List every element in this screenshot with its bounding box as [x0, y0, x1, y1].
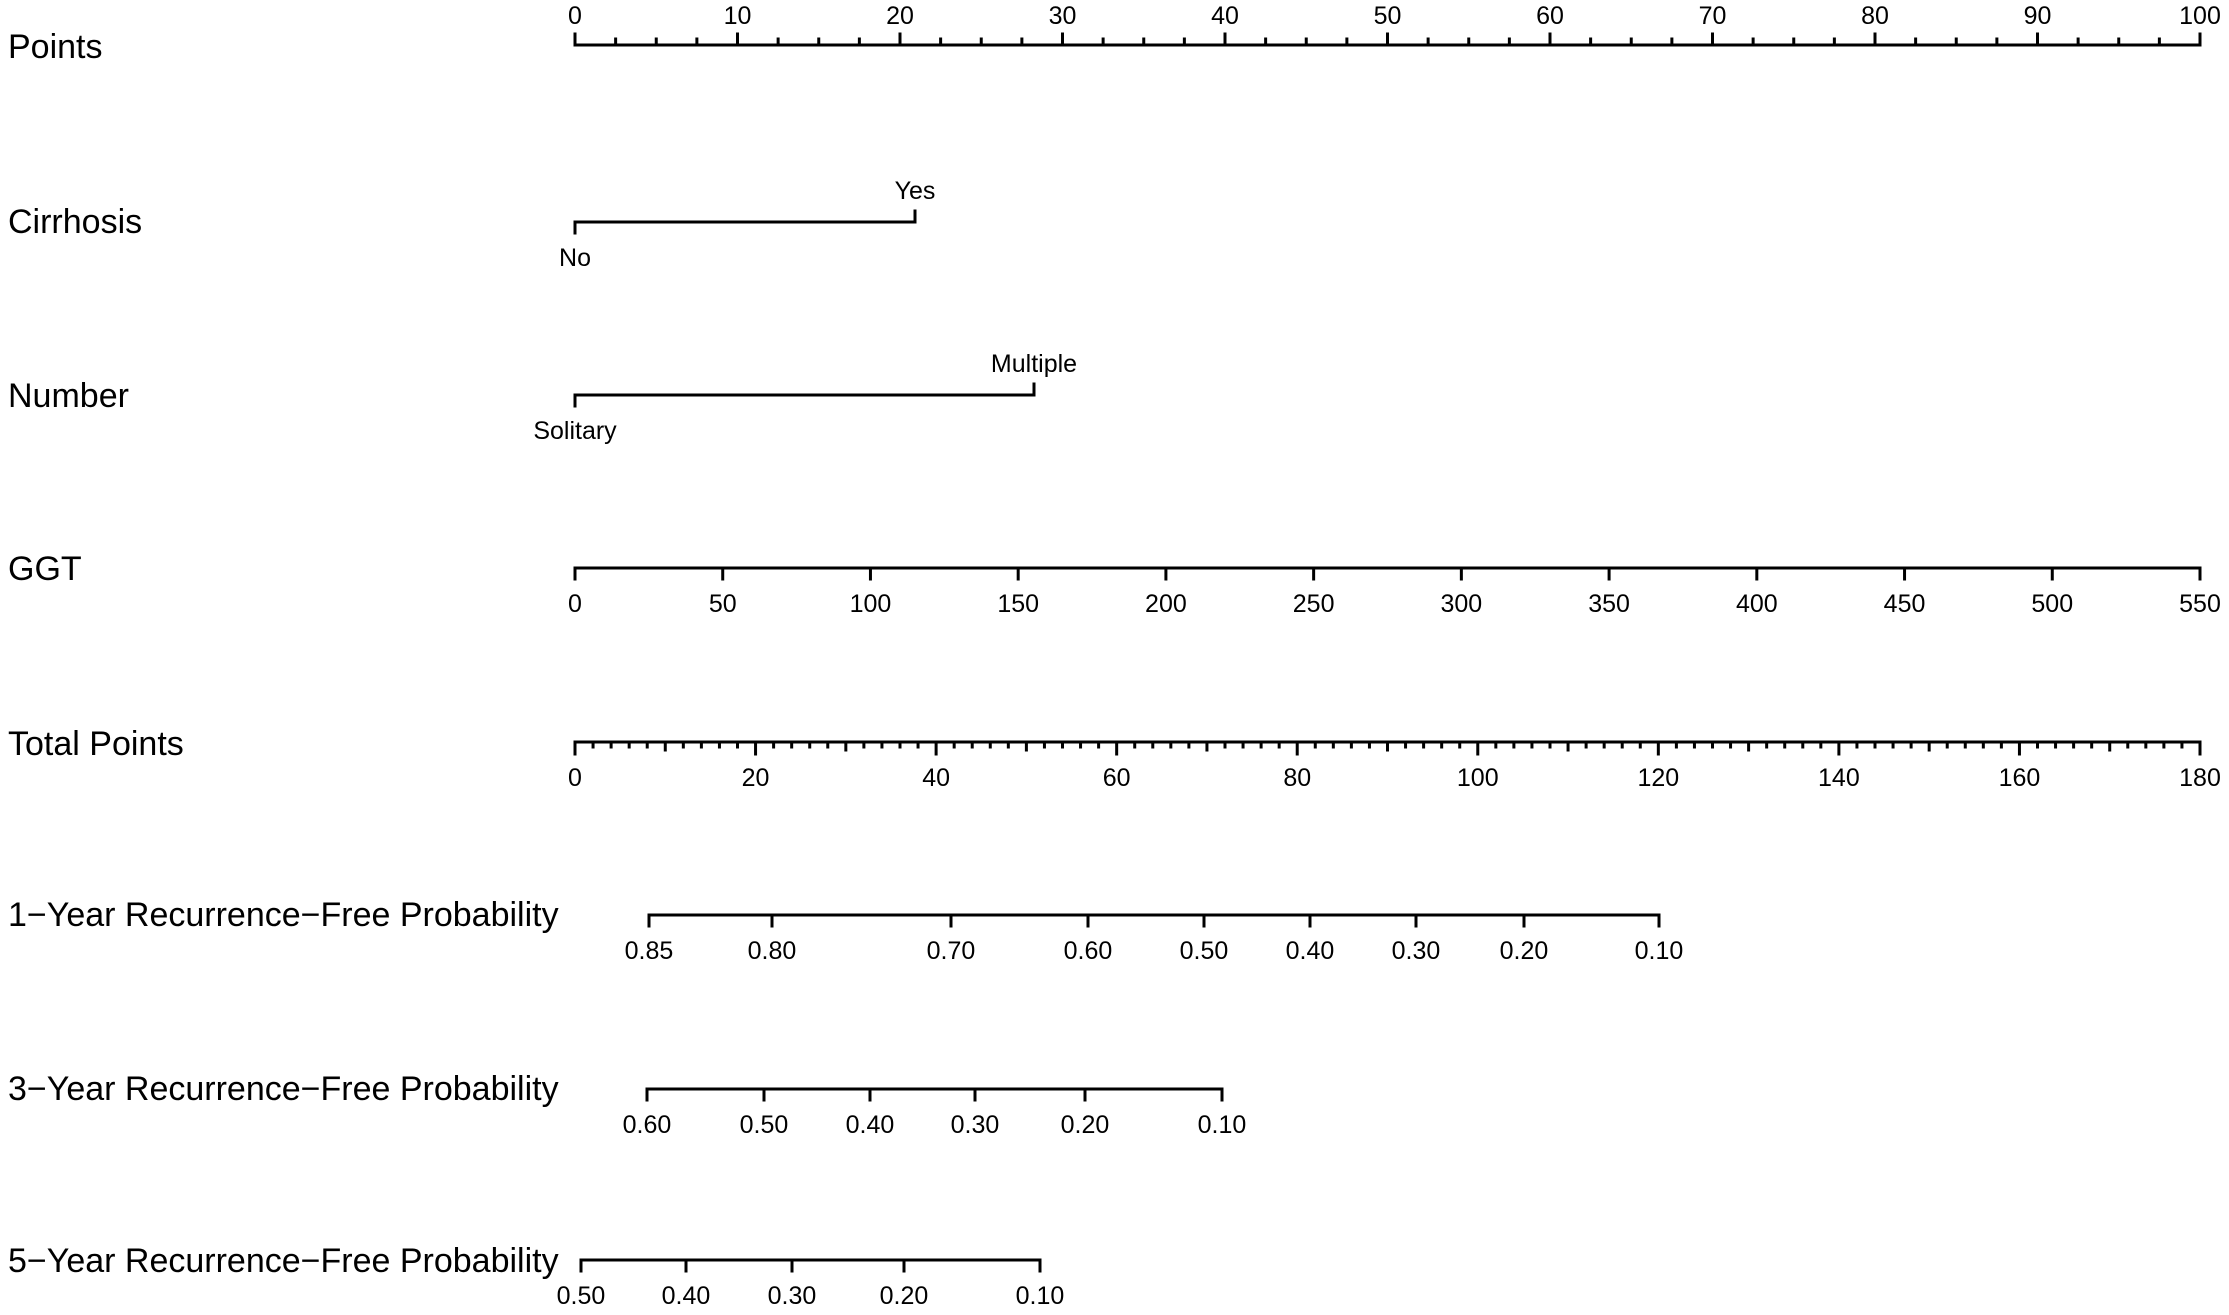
points-tick-label: 70 — [1699, 2, 1727, 30]
total-points-tick-label: 20 — [742, 764, 770, 792]
cirrhosis-end-label: Yes — [895, 177, 936, 205]
points-tick-label: 10 — [724, 2, 752, 30]
prob-3yr-tick-label: 0.40 — [846, 1111, 895, 1139]
nomogram-row-points: 0 10 20 30 40 50 60 70 80 90 100 — [568, 2, 2221, 47]
prob-1yr-tick-label: 0.20 — [1500, 937, 1549, 965]
prob-1yr-tick-label: 0.30 — [1392, 937, 1441, 965]
prob-5yr-tick-label: 0.10 — [1016, 1282, 1065, 1310]
total-points-tick-label: 40 — [922, 764, 950, 792]
prob-3yr-tick-label: 0.50 — [740, 1111, 789, 1139]
ggt-tick-label: 150 — [997, 590, 1039, 618]
points-tick-label: 50 — [1374, 2, 1402, 30]
ggt-tick-label: 350 — [1588, 590, 1630, 618]
prob-5yr-tick-label: 0.30 — [768, 1282, 817, 1310]
prob-3yr-tick-label: 0.30 — [951, 1111, 1000, 1139]
nomogram-row-prob-1yr: 0.85 0.80 0.70 0.60 0.50 0.40 0.30 0.20 0.10 — [625, 913, 1684, 965]
points-tick-label: 90 — [2024, 2, 2052, 30]
total-points-tick-label: 0 — [568, 764, 582, 792]
total-points-tick-label: 60 — [1103, 764, 1131, 792]
prob-1yr-tick-label: 0.80 — [748, 937, 797, 965]
nomogram-row-prob-5yr: 0.50 0.40 0.30 0.20 0.10 — [557, 1258, 1065, 1310]
total-points-tick-label: 160 — [1999, 764, 2041, 792]
ggt-tick-label: 300 — [1441, 590, 1483, 618]
cirrhosis-start-label: No — [559, 244, 591, 272]
prob-5yr-tick-label: 0.50 — [557, 1282, 606, 1310]
prob-1yr-tick-label: 0.85 — [625, 937, 674, 965]
row-label-cirrhosis: Cirrhosis — [8, 203, 143, 241]
ggt-tick-label: 550 — [2179, 590, 2221, 618]
nomogram-row-number: Solitary Multiple — [533, 350, 1077, 445]
number-end-label: Multiple — [991, 350, 1077, 378]
total-points-tick-label: 80 — [1283, 764, 1311, 792]
ggt-tick-label: 200 — [1145, 590, 1187, 618]
prob-3yr-tick-label: 0.20 — [1061, 1111, 1110, 1139]
ggt-tick-label: 250 — [1293, 590, 1335, 618]
prob-1yr-tick-label: 0.40 — [1286, 937, 1335, 965]
ggt-tick-label: 450 — [1884, 590, 1926, 618]
points-tick-label: 100 — [2179, 2, 2221, 30]
ggt-tick-label: 500 — [2031, 590, 2073, 618]
total-points-tick-label: 100 — [1457, 764, 1499, 792]
row-label-prob-5yr: 5−Year Recurrence−Free Probability — [8, 1242, 559, 1280]
points-tick-label: 80 — [1861, 2, 1889, 30]
total-points-tick-label: 140 — [1818, 764, 1860, 792]
number-start-label: Solitary — [533, 417, 617, 445]
prob-1yr-tick-label: 0.50 — [1180, 937, 1229, 965]
row-label-number: Number — [8, 377, 129, 415]
prob-5yr-tick-label: 0.40 — [662, 1282, 711, 1310]
ggt-tick-label: 0 — [568, 590, 582, 618]
prob-3yr-tick-label: 0.60 — [623, 1111, 672, 1139]
ggt-tick-label: 100 — [850, 590, 892, 618]
row-label-points: Points — [8, 28, 103, 66]
row-label-total-points: Total Points — [8, 725, 184, 763]
total-points-tick-label: 120 — [1637, 764, 1679, 792]
points-tick-label: 30 — [1049, 2, 1077, 30]
ggt-tick-label: 50 — [709, 590, 737, 618]
nomogram-row-cirrhosis: No Yes — [559, 177, 935, 272]
nomogram-row-prob-3yr: 0.60 0.50 0.40 0.30 0.20 0.10 — [623, 1087, 1247, 1139]
prob-5yr-tick-label: 0.20 — [880, 1282, 929, 1310]
nomogram-row-ggt: 0 50 100 150 200 250 300 350 400 450 500 550 — [568, 566, 2221, 618]
ggt-tick-label: 400 — [1736, 590, 1778, 618]
row-label-prob-1yr: 1−Year Recurrence−Free Probability — [8, 896, 559, 934]
points-tick-label: 20 — [886, 2, 914, 30]
prob-3yr-tick-label: 0.10 — [1198, 1111, 1247, 1139]
prob-1yr-tick-label: 0.70 — [927, 937, 976, 965]
total-points-tick-label: 180 — [2179, 764, 2221, 792]
points-tick-label: 40 — [1211, 2, 1239, 30]
points-tick-label: 0 — [568, 2, 582, 30]
points-tick-label: 60 — [1536, 2, 1564, 30]
prob-1yr-tick-label: 0.60 — [1064, 937, 1113, 965]
nomogram-row-total-points: 0 20 40 60 80 100 120 140 160 180 — [568, 740, 2221, 792]
row-label-prob-3yr: 3−Year Recurrence−Free Probability — [8, 1070, 559, 1108]
prob-1yr-tick-label: 0.10 — [1635, 937, 1684, 965]
row-label-ggt: GGT — [8, 550, 82, 588]
